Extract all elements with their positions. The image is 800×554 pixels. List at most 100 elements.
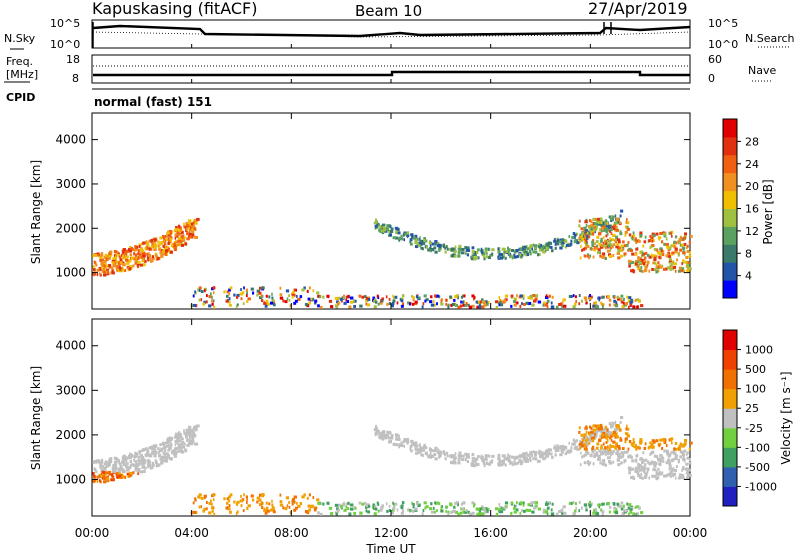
velocity-cell	[386, 430, 389, 434]
power-cell	[615, 225, 618, 229]
power-cell	[246, 291, 248, 295]
power-cell	[498, 296, 501, 300]
power-cell	[570, 294, 573, 298]
power-cell	[226, 294, 229, 298]
power-cell	[613, 303, 616, 307]
velocity-cell	[459, 454, 462, 458]
velocity-cell	[185, 434, 188, 438]
velocity-cell	[473, 459, 477, 463]
power-cell	[265, 299, 269, 303]
power-cell	[421, 239, 425, 243]
power-cell	[195, 235, 199, 239]
velocity-cell	[110, 478, 113, 482]
velocity-cell	[653, 454, 657, 458]
power-cell	[561, 304, 565, 308]
velocity-cell	[631, 459, 635, 463]
power-cell	[683, 232, 688, 236]
velocity-cell	[603, 446, 607, 450]
velocity-cell	[616, 444, 619, 448]
power-cell	[162, 235, 165, 239]
velocity-cell	[590, 430, 594, 434]
velocity-cell	[105, 464, 109, 468]
power-cell	[450, 247, 454, 251]
velocity-cell	[348, 512, 352, 516]
velocity-cell	[655, 472, 658, 476]
power-cell	[650, 253, 653, 257]
power-cell	[595, 301, 597, 305]
velocity-cell	[507, 456, 510, 460]
power-cell	[115, 255, 117, 259]
power-cell	[550, 245, 553, 249]
power-cell	[618, 246, 621, 250]
velocity-cell	[597, 427, 601, 431]
power-cell	[622, 301, 625, 305]
velocity-cell	[421, 512, 424, 516]
power-cell	[593, 229, 596, 233]
power-cell	[637, 299, 641, 303]
power-cell	[534, 294, 539, 298]
velocity-cell	[600, 433, 604, 437]
power-cell	[537, 253, 540, 257]
power-cell	[550, 305, 555, 309]
velocity-cell	[531, 510, 535, 514]
power-cell	[100, 261, 104, 265]
power-cell	[504, 247, 506, 251]
power-cell	[601, 221, 605, 225]
power-cell	[688, 267, 692, 271]
velocity-cell	[174, 434, 177, 438]
power-cell	[585, 243, 589, 247]
power-cell	[624, 230, 628, 234]
power-cell	[625, 220, 628, 224]
velocity-cell	[524, 459, 528, 463]
velocity-cell	[642, 451, 645, 455]
power-cell	[583, 296, 587, 300]
velocity-cell	[622, 508, 625, 512]
velocity-cell	[380, 431, 383, 435]
power-cell	[631, 260, 635, 264]
power-cell	[138, 243, 142, 247]
power-cell	[464, 303, 467, 307]
velocity-cell	[457, 458, 460, 462]
velocity-cell	[229, 510, 232, 514]
velocity-cell	[641, 465, 646, 469]
velocity-cell	[623, 459, 627, 463]
velocity-cell	[100, 458, 104, 462]
power-cell	[481, 250, 484, 254]
velocity-cell	[404, 439, 407, 443]
velocity-cell	[365, 505, 367, 509]
power-cell	[187, 219, 192, 223]
velocity-cell	[537, 459, 541, 463]
power-cell	[185, 227, 188, 231]
velocity-cell	[125, 456, 129, 460]
velocity-cell	[479, 507, 484, 511]
velocity-cell	[345, 502, 348, 506]
velocity-cell	[498, 459, 502, 463]
power-cell	[609, 238, 612, 242]
velocity-cell	[415, 448, 419, 452]
velocity-cell	[165, 444, 169, 448]
velocity-cell	[661, 455, 663, 459]
velocity-cell	[688, 447, 691, 451]
power-cell	[138, 245, 141, 249]
power-cell	[235, 304, 238, 308]
velocity-cell	[570, 446, 573, 450]
power-cell	[113, 263, 117, 267]
velocity-cell	[293, 508, 297, 512]
power-cell	[272, 303, 276, 307]
velocity-cell	[365, 509, 368, 513]
power-cell	[394, 226, 399, 230]
velocity-cell	[251, 498, 255, 502]
power-cell	[373, 305, 377, 309]
power-cell	[151, 255, 155, 259]
velocity-cell	[640, 465, 643, 469]
power-cell	[117, 261, 121, 265]
power-cell	[673, 240, 676, 244]
power-cell	[200, 289, 204, 293]
power-cell	[160, 240, 164, 244]
power-cell	[98, 272, 101, 276]
power-cell	[192, 219, 196, 223]
power-cell	[599, 254, 602, 258]
y-tick-label: 4000	[55, 133, 86, 147]
power-cell	[611, 225, 614, 229]
power-cell	[92, 265, 95, 269]
